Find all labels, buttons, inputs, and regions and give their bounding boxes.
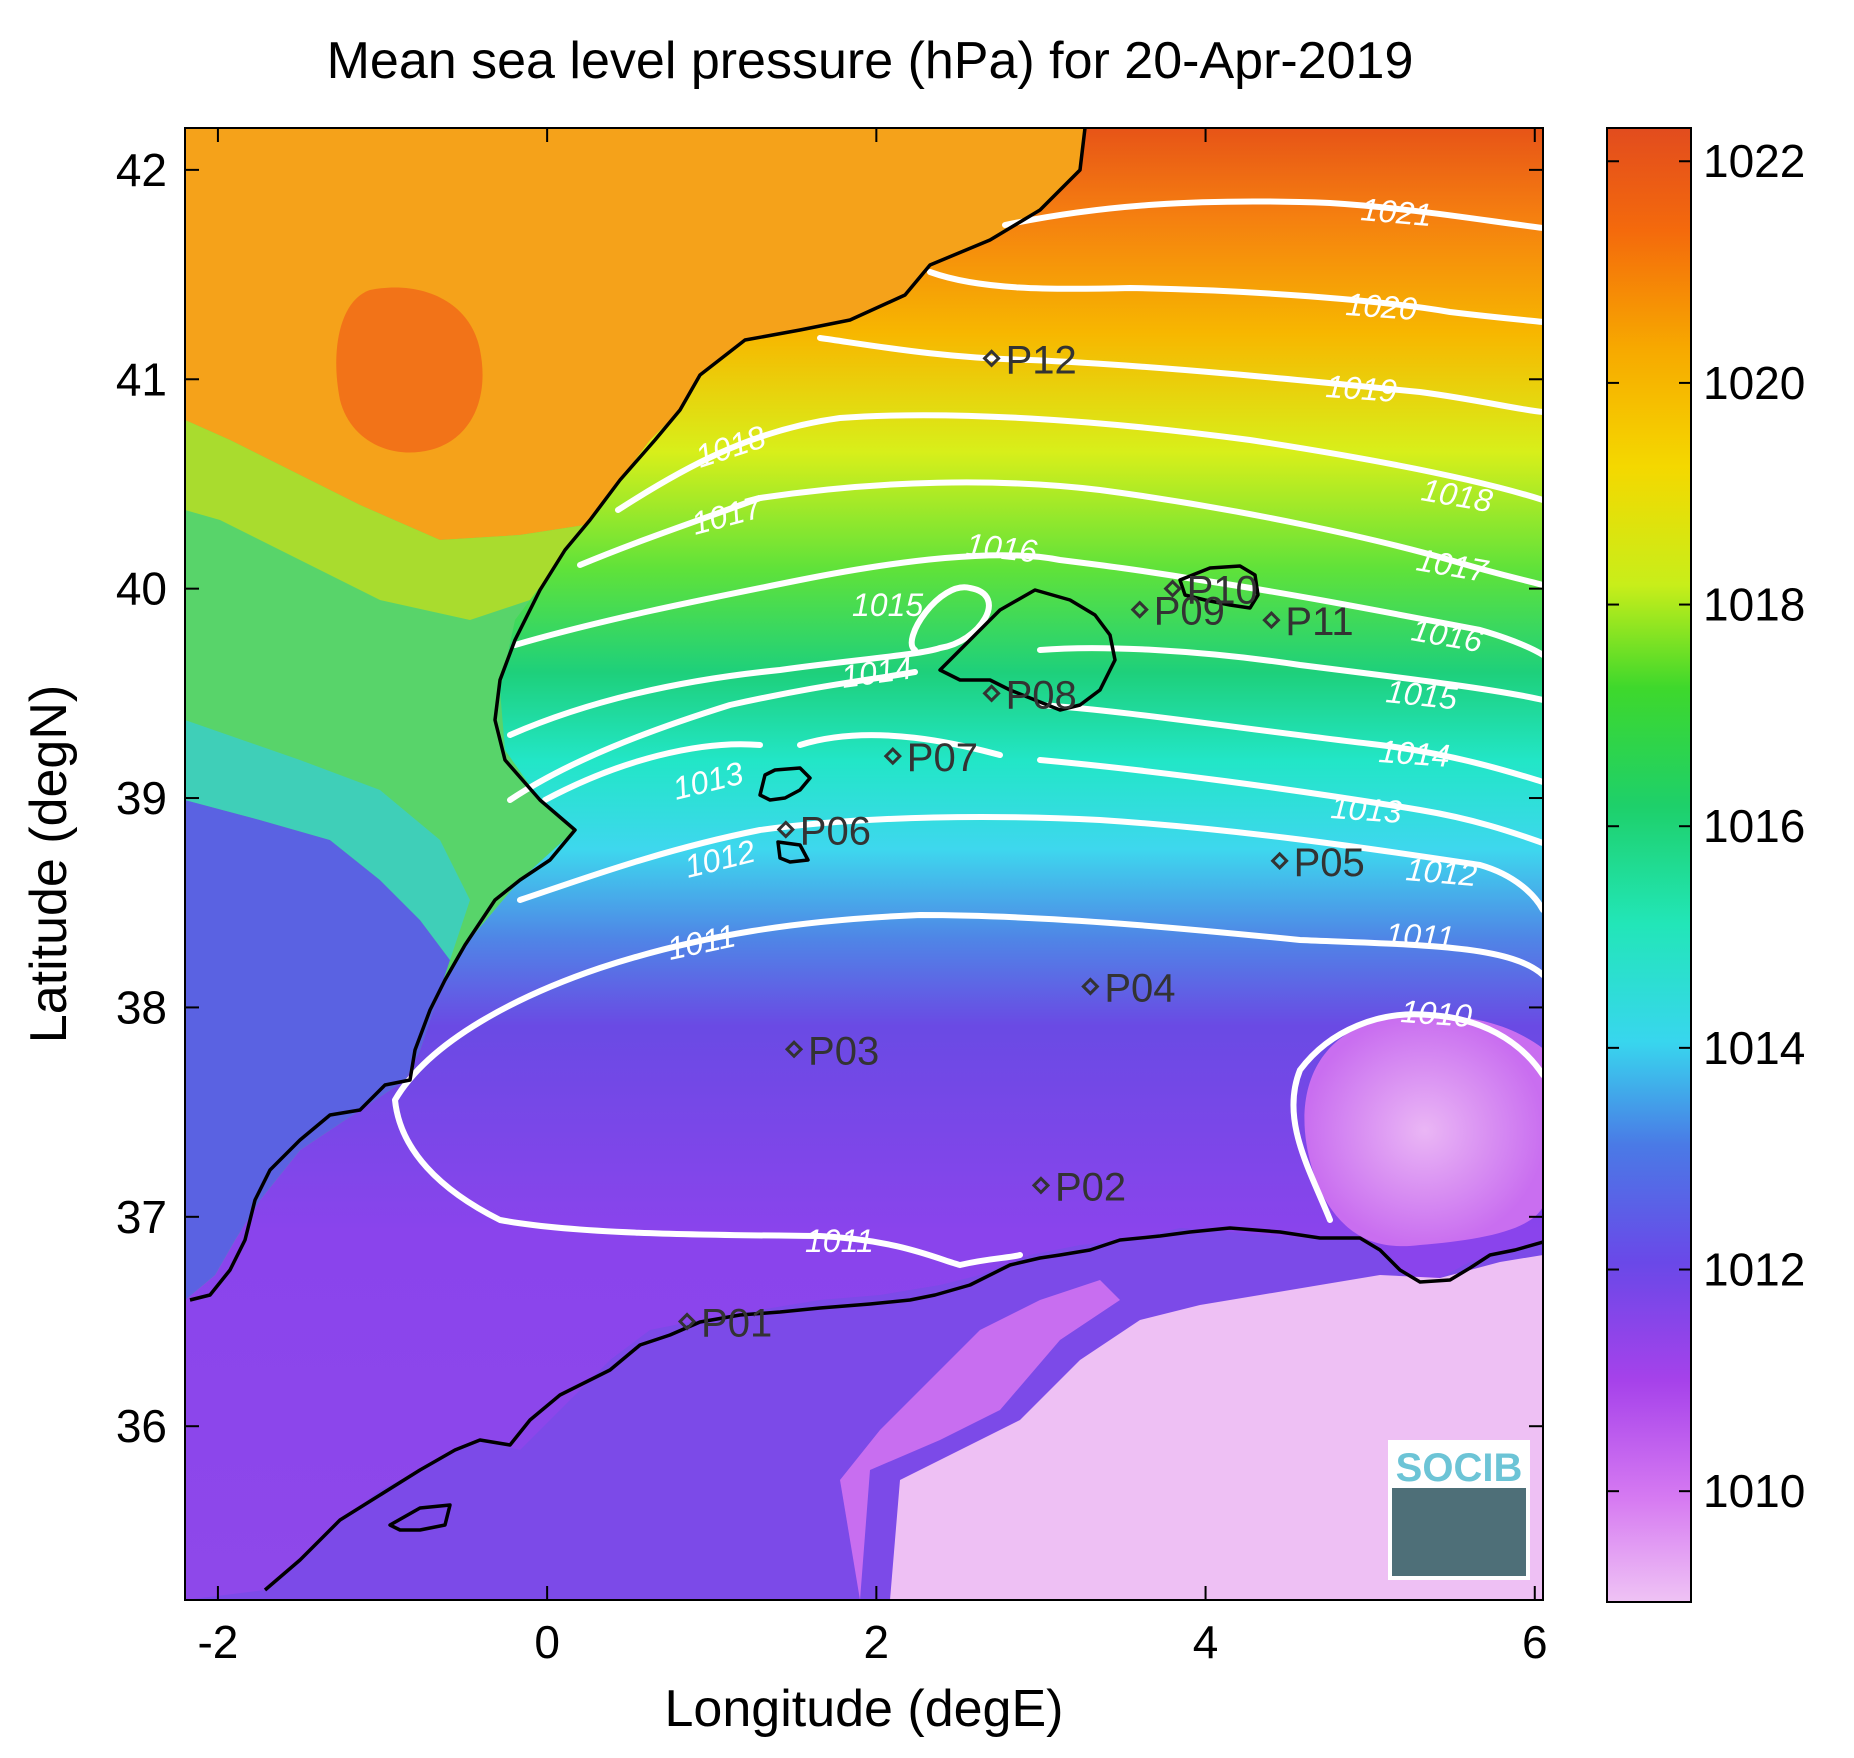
y-tick-label: 39 xyxy=(116,772,167,824)
chart-title: Mean sea level pressure (hPa) for 20-Apr… xyxy=(327,32,1414,90)
station-label: P12 xyxy=(1006,338,1077,382)
y-tick-label: 41 xyxy=(116,353,167,405)
isobar-label: 1021 xyxy=(1359,191,1433,233)
colorbar-tick-label: 1016 xyxy=(1703,800,1805,852)
isobar-label: 1016 xyxy=(964,526,1039,569)
isobar-label: 1013 xyxy=(1330,789,1404,830)
isobar-1018 xyxy=(615,412,1543,513)
isobar-1011 xyxy=(392,911,1543,1269)
isobar-1016 xyxy=(512,552,1543,658)
colorbar-tick-label: 1014 xyxy=(1703,1022,1805,1074)
isobar-1012 xyxy=(517,814,1543,913)
isobar-label: 1019 xyxy=(1325,368,1399,409)
station-marker xyxy=(1130,600,1149,619)
station-label: P08 xyxy=(1006,673,1077,717)
station-label: P06 xyxy=(800,809,871,853)
station-marker xyxy=(677,1312,697,1331)
x-tick-label: 6 xyxy=(1522,1616,1548,1668)
colorbar-tick-label: 1010 xyxy=(1703,1465,1805,1517)
station-marker xyxy=(982,684,1001,703)
map-plot-area: 1021 1020 1019 1018 1018 1017 1017 1016 … xyxy=(185,128,1543,1600)
isobar-label: 1012 xyxy=(1404,851,1478,893)
saharan-low-pressure xyxy=(890,1255,1543,1600)
station-label: P11 xyxy=(1285,600,1353,644)
colorbar-ticks: 1010 1012 1014 1016 1018 1020 1022 xyxy=(1607,135,1805,1517)
station-marker xyxy=(784,1040,804,1059)
isobar-1013 xyxy=(542,732,1543,846)
colorbar: 1010 1012 1014 1016 1018 1020 1022 xyxy=(1606,127,1805,1603)
x-tick-label: -2 xyxy=(197,1616,238,1668)
isobar-1021 xyxy=(1002,198,1543,231)
station-marker xyxy=(1163,579,1182,598)
x-axis-ticks: -2 0 2 4 6 xyxy=(197,128,1548,1668)
station-marker xyxy=(982,349,1001,368)
y-tick-label: 42 xyxy=(116,144,167,196)
station-marker xyxy=(1270,851,1289,870)
x-tick-label: 0 xyxy=(534,1616,560,1668)
station-label: P09 xyxy=(1154,590,1225,634)
isobar-label: 1020 xyxy=(1345,286,1419,327)
station-marker xyxy=(883,747,902,766)
x-axis-label: Longitude (degE) xyxy=(665,1680,1064,1738)
socib-logo: SOCIB xyxy=(1388,1440,1530,1580)
y-tick-label: 36 xyxy=(116,1400,167,1452)
high-terrain-patch xyxy=(336,287,483,453)
y-axis-ticks: 36 37 38 39 40 41 42 xyxy=(116,144,1543,1452)
iberia-coastline xyxy=(189,128,1087,1302)
colorbar-tick-label: 1018 xyxy=(1703,579,1805,631)
colorbar-tick-label: 1020 xyxy=(1703,357,1805,409)
station-marker xyxy=(1031,1176,1051,1195)
north-africa-coastline xyxy=(263,1226,1543,1592)
low-pressure-cell xyxy=(1304,1015,1543,1247)
y-tick-label: 38 xyxy=(116,981,167,1033)
x-tick-label: 2 xyxy=(864,1616,890,1668)
station-label: P10 xyxy=(1187,569,1258,613)
ibiza-coastline xyxy=(758,766,812,802)
station-label: P04 xyxy=(1104,966,1175,1010)
colorbar-gradient xyxy=(1606,127,1692,1603)
isobar-1014 xyxy=(507,669,1543,803)
isobar-1019 xyxy=(817,335,1543,415)
station-label: P05 xyxy=(1294,841,1365,885)
iberia-south-green xyxy=(185,720,470,960)
colorbar-tick-label: 1022 xyxy=(1703,135,1805,187)
station-label: P07 xyxy=(907,736,978,780)
station-label: P03 xyxy=(808,1029,879,1073)
isobar-1017 xyxy=(577,479,1543,588)
x-tick-label: 4 xyxy=(1193,1616,1219,1668)
colorbar-tick-label: 1012 xyxy=(1703,1244,1805,1296)
coastlines xyxy=(189,128,1543,1592)
socib-logo-text: SOCIB xyxy=(1396,1446,1523,1490)
mallorca-coastline xyxy=(938,588,1117,712)
alboran-coastline xyxy=(388,1503,452,1532)
iberia-coastal-lowland xyxy=(185,800,450,1300)
station-label: P02 xyxy=(1055,1165,1126,1209)
isobar-1015 xyxy=(507,584,1543,738)
station-marker xyxy=(1081,977,1100,996)
station-label: P01 xyxy=(701,1302,772,1346)
menorca-coastline xyxy=(1178,564,1260,610)
isobar-1020 xyxy=(927,269,1543,325)
isobar-label: 1015 xyxy=(1384,673,1459,716)
isobar-label: 1014 xyxy=(1378,733,1452,774)
formentera-coastline xyxy=(776,840,810,864)
y-tick-label: 40 xyxy=(116,563,167,615)
saharan-transition xyxy=(840,1280,1120,1600)
station-marker xyxy=(776,820,795,839)
isobar-label: 1011 xyxy=(1385,916,1456,956)
y-tick-label: 37 xyxy=(116,1191,167,1243)
station-marker xyxy=(1262,610,1281,630)
plot-frame xyxy=(184,127,1544,1601)
isobar-label: 1015 xyxy=(852,587,923,623)
isobar-contours xyxy=(392,198,1543,1269)
y-axis-label: Latitude (degN) xyxy=(20,685,78,1043)
isobar-1010 xyxy=(1290,1011,1543,1223)
iberia-mid-terrain xyxy=(185,420,585,620)
isobar-label: 1010 xyxy=(1400,993,1474,1034)
isobar-label: 1011 xyxy=(805,1223,874,1259)
